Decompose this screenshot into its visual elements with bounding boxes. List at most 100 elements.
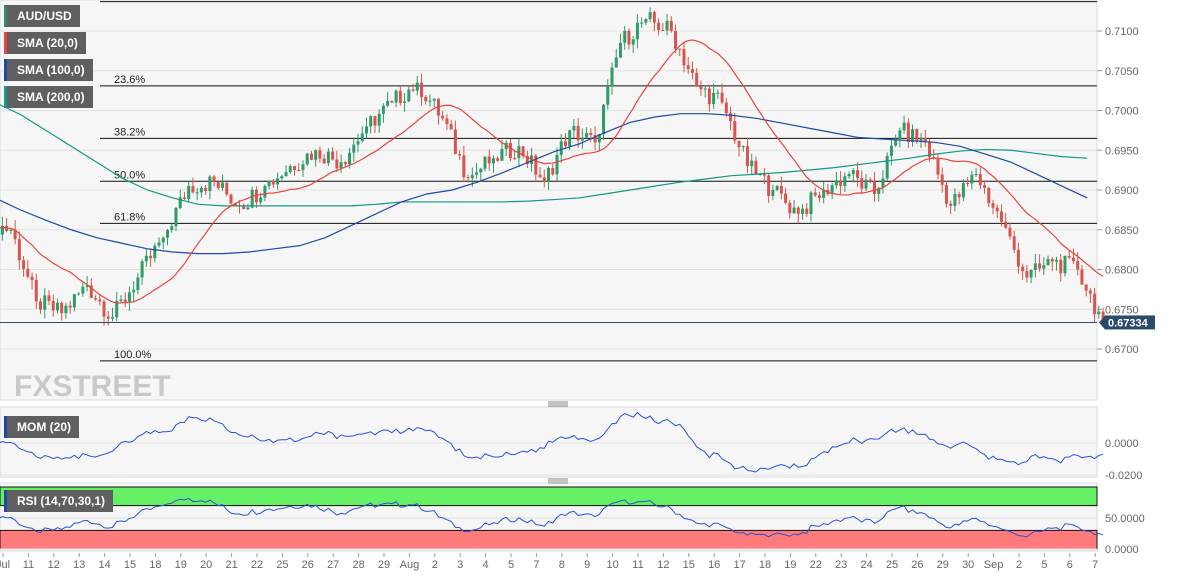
candle-body xyxy=(72,294,76,308)
x-tick-label: 21 xyxy=(225,559,237,571)
candle-body xyxy=(602,104,606,135)
candle-body xyxy=(475,172,479,175)
candle-body xyxy=(1080,269,1084,285)
x-tick-label: 18 xyxy=(149,559,161,571)
candle-body xyxy=(784,193,788,203)
candle-body xyxy=(487,156,491,164)
candle-body xyxy=(483,156,487,169)
candle-body xyxy=(288,166,292,173)
y-tick-label: -0.0200 xyxy=(1105,470,1142,482)
mom-label[interactable]: MOM (20) xyxy=(4,416,79,438)
candle-body xyxy=(47,295,51,301)
candle-body xyxy=(195,192,199,194)
candle-body xyxy=(166,230,170,238)
candle-body xyxy=(373,116,377,126)
candle-body xyxy=(229,194,233,204)
symbol-label[interactable]: AUD/USD xyxy=(4,5,80,27)
candle-body xyxy=(940,174,944,185)
candle-body xyxy=(174,207,178,227)
candle-body xyxy=(648,12,652,20)
candle-body xyxy=(1012,236,1016,250)
candle-body xyxy=(0,225,4,235)
candle-body xyxy=(745,146,749,167)
candle-body xyxy=(1029,269,1033,278)
candle-body xyxy=(1025,271,1029,278)
candle-body xyxy=(657,22,661,30)
candle-body xyxy=(301,164,305,171)
candle-body xyxy=(415,82,419,91)
candle-body xyxy=(695,72,699,87)
sma20-label[interactable]: SMA (20,0) xyxy=(4,32,86,54)
candle-body xyxy=(34,280,38,302)
candle-body xyxy=(390,100,394,103)
candle-body xyxy=(635,22,639,40)
candle-body xyxy=(894,139,898,146)
candle-body xyxy=(263,186,267,198)
candle-body xyxy=(1071,257,1075,261)
x-tick-label: 15 xyxy=(124,559,136,571)
x-tick-label: 28 xyxy=(352,559,364,571)
candle-body xyxy=(398,90,402,103)
x-tick-label: 26 xyxy=(302,559,314,571)
candle-body xyxy=(957,193,961,198)
fib-label: 100.0% xyxy=(114,349,152,361)
candle-body xyxy=(614,57,618,68)
candle-body xyxy=(674,31,678,49)
candle-body xyxy=(420,82,424,98)
candle-body xyxy=(102,301,106,317)
candle-body xyxy=(356,141,360,145)
fib-label: 23.6% xyxy=(114,74,145,86)
x-tick-label: 22 xyxy=(251,559,263,571)
candle-body xyxy=(1016,249,1020,267)
rsi-oversold-zone xyxy=(0,529,1098,550)
candle-body xyxy=(555,154,559,175)
candle-body xyxy=(678,48,682,50)
candle-body xyxy=(343,162,347,165)
candle-body xyxy=(585,132,589,138)
x-tick-label: 16 xyxy=(708,559,720,571)
candle-body xyxy=(530,155,534,164)
rsi-label[interactable]: RSI (14,70,30,1) xyxy=(4,490,114,512)
x-tick-label: 12 xyxy=(48,559,60,571)
candle-body xyxy=(703,88,707,90)
sma200-label[interactable]: SMA (200,0) xyxy=(4,86,93,108)
candle-body xyxy=(305,153,309,165)
y-tick-label: 0.7050 xyxy=(1105,66,1139,78)
candle-body xyxy=(682,49,686,66)
candle-body xyxy=(686,65,690,70)
candle-body xyxy=(699,86,703,90)
candle-body xyxy=(22,260,26,269)
y-tick-label: 0.7000 xyxy=(1105,106,1139,118)
x-tick-label: 14 xyxy=(98,559,110,571)
x-tick-label: 27 xyxy=(327,559,339,571)
y-tick-label: 0.6700 xyxy=(1105,344,1139,356)
candle-body xyxy=(309,153,313,160)
candle-body xyxy=(521,146,525,157)
candle-body xyxy=(369,116,373,127)
x-tick-label: 2 xyxy=(432,559,438,571)
x-tick-label: 5 xyxy=(1041,559,1047,571)
candle-body xyxy=(254,189,258,203)
fxstreet-watermark: FXSTREET xyxy=(14,370,171,403)
candle-body xyxy=(297,169,301,171)
candle-body xyxy=(326,151,330,164)
sma100-label[interactable]: SMA (100,0) xyxy=(4,59,93,81)
y-tick-label: 0.6950 xyxy=(1105,145,1139,157)
candle-body xyxy=(250,189,254,208)
candle-body xyxy=(767,175,771,196)
x-tick-label: 20 xyxy=(200,559,212,571)
x-tick-label: 11 xyxy=(632,559,643,571)
y-tick-label: 0.0000 xyxy=(1105,544,1139,556)
x-tick-label: 2 xyxy=(1016,559,1022,571)
candle-body xyxy=(271,180,275,185)
candle-body xyxy=(877,187,881,194)
candle-body xyxy=(212,176,216,183)
candle-body xyxy=(864,179,868,189)
candle-body xyxy=(978,174,982,186)
candle-body xyxy=(1046,258,1050,266)
candle-body xyxy=(276,178,280,185)
candle-body xyxy=(149,255,153,259)
candle-body xyxy=(860,177,864,189)
